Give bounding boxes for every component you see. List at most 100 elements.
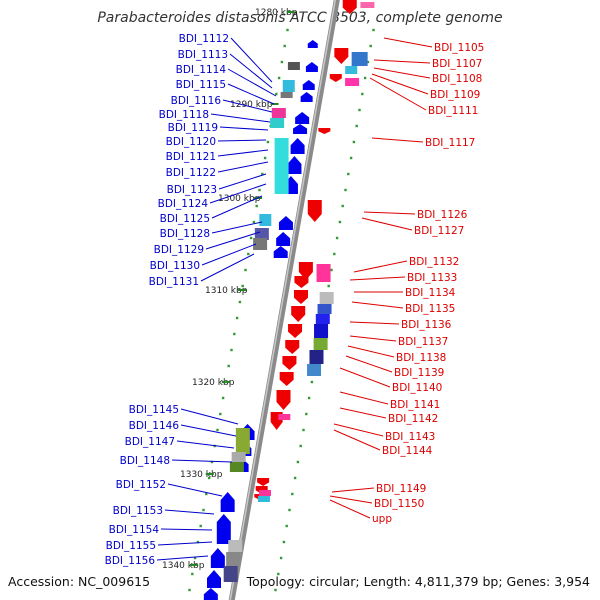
- gene-label-bdi-1149[interactable]: BDI_1149: [376, 483, 426, 495]
- gene-label-bdi-1123[interactable]: BDI_1123: [167, 184, 217, 196]
- gene-label-bdi-1150[interactable]: BDI_1150: [374, 498, 424, 510]
- track-dot-right: [358, 108, 361, 112]
- leader-line: [347, 345, 395, 358]
- forward-gene-arrow: [216, 514, 231, 544]
- gene-label-bdi-1145[interactable]: BDI_1145: [129, 404, 179, 416]
- track-dot-right: [307, 396, 311, 400]
- gene-label-bdi-1126[interactable]: BDI_1126: [417, 209, 468, 221]
- gene-label-bdi-1118[interactable]: BDI_1118: [159, 109, 209, 121]
- gene-label-bdi-1119[interactable]: BDI_1119: [168, 122, 218, 134]
- track-dot-right: [372, 28, 375, 32]
- gene-block: [228, 540, 243, 552]
- accession-text: Accession: NC_009615: [8, 574, 151, 589]
- leader-line: [329, 499, 371, 519]
- scale-label: 1310 kbp: [205, 286, 248, 296]
- reverse-gene-arrow: [342, 0, 357, 14]
- gene-label-bdi-1111[interactable]: BDI_1111: [428, 105, 478, 117]
- gene-block: [257, 496, 270, 502]
- leader-line: [339, 407, 387, 419]
- track-dot-left: [241, 284, 244, 288]
- track-dot-right: [330, 268, 333, 272]
- reverse-gene-arrow: [294, 276, 309, 288]
- track-dot-right: [366, 60, 370, 64]
- gene-label-bdi-1144[interactable]: BDI_1144: [382, 445, 433, 457]
- forward-gene-arrow: [290, 138, 305, 154]
- gene-label-bdi-1137[interactable]: BDI_1137: [398, 336, 448, 348]
- gene-label-bdi-1131[interactable]: BDI_1131: [149, 276, 199, 288]
- gene-label-bdi-1133[interactable]: BDI_1133: [407, 272, 457, 284]
- gene-block: [287, 62, 300, 70]
- forward-gene-arrow: [293, 124, 308, 134]
- gene-label-bdi-1132[interactable]: BDI_1132: [409, 256, 459, 268]
- leader-line: [217, 149, 269, 157]
- track-dot-right: [274, 588, 277, 592]
- reverse-gene-arrow: [291, 306, 306, 322]
- gene-label-bdi-1121[interactable]: BDI_1121: [166, 151, 216, 163]
- forward-gene-arrow: [220, 492, 235, 512]
- gene-label-bdi-1139[interactable]: BDI_1139: [394, 367, 444, 379]
- gene-label-bdi-1128[interactable]: BDI_1128: [160, 228, 210, 240]
- forward-gene-arrow: [203, 588, 218, 600]
- gene-block: [307, 364, 322, 376]
- gene-label-bdi-1108[interactable]: BDI_1108: [432, 73, 482, 85]
- gene-label-bdi-1155[interactable]: BDI_1155: [106, 540, 156, 552]
- leader-line: [217, 139, 267, 142]
- reverse-gene-arrow: [288, 324, 303, 338]
- gene-label-bdi-1109[interactable]: BDI_1109: [430, 89, 480, 101]
- gene-block: [345, 66, 358, 74]
- track-dot-left: [247, 252, 250, 256]
- gene-label-bdi-1141[interactable]: BDI_1141: [390, 399, 440, 411]
- gene-label-bdi-1120[interactable]: BDI_1120: [166, 136, 216, 148]
- gene-label-bdi-1154[interactable]: BDI_1154: [109, 524, 160, 536]
- gene-label-bdi-1134[interactable]: BDI_1134: [405, 287, 456, 299]
- gene-label-bdi-1146[interactable]: BDI_1146: [129, 420, 180, 432]
- gene-label-bdi-1138[interactable]: BDI_1138: [396, 352, 446, 364]
- gene-label-upp[interactable]: upp: [372, 513, 392, 525]
- leader-line: [331, 487, 375, 493]
- gene-block: [253, 238, 268, 250]
- gene-label-bdi-1142[interactable]: BDI_1142: [388, 413, 438, 425]
- gene-label-bdi-1143[interactable]: BDI_1143: [385, 431, 435, 443]
- track-dot-right: [279, 556, 283, 560]
- gene-label-bdi-1125[interactable]: BDI_1125: [160, 213, 210, 225]
- track-dot-right: [352, 140, 356, 144]
- reverse-gene-arrow: [279, 372, 294, 386]
- gene-label-bdi-1147[interactable]: BDI_1147: [125, 436, 175, 448]
- gene-label-bdi-1122[interactable]: BDI_1122: [166, 167, 216, 179]
- gene-label-bdi-1129[interactable]: BDI_1129: [154, 244, 204, 256]
- gene-label-bdi-1116[interactable]: BDI_1116: [171, 95, 222, 107]
- gene-label-bdi-1114[interactable]: BDI_1114: [176, 64, 227, 76]
- gene-label-bdi-1153[interactable]: BDI_1153: [113, 505, 163, 517]
- gene-label-bdi-1117[interactable]: BDI_1117: [425, 137, 475, 149]
- genome-backbone: [228, 0, 340, 600]
- leader-line: [171, 459, 233, 463]
- leader-line: [361, 217, 413, 231]
- gene-block: [315, 314, 330, 324]
- gene-label-bdi-1113[interactable]: BDI_1113: [178, 49, 228, 61]
- track-dot-right: [296, 460, 300, 464]
- gene-label-bdi-1148[interactable]: BDI_1148: [120, 455, 170, 467]
- gene-label-bdi-1127[interactable]: BDI_1127: [414, 225, 464, 237]
- gene-label-bdi-1140[interactable]: BDI_1140: [392, 382, 442, 394]
- gene-label-bdi-1107[interactable]: BDI_1107: [432, 58, 482, 70]
- gene-label-bdi-1112[interactable]: BDI_1112: [179, 33, 229, 45]
- reverse-gene-arrow: [318, 128, 331, 134]
- gene-label-bdi-1130[interactable]: BDI_1130: [150, 260, 200, 272]
- gene-label-bdi-1136[interactable]: BDI_1136: [401, 319, 452, 331]
- track-dot-left: [199, 524, 202, 528]
- gene-label-bdi-1156[interactable]: BDI_1156: [105, 555, 156, 567]
- leader-line: [211, 195, 263, 219]
- gene-label-bdi-1152[interactable]: BDI_1152: [116, 479, 166, 491]
- track-dot-left: [233, 332, 236, 336]
- track-dot-right: [344, 188, 347, 192]
- forward-gene-arrow: [278, 216, 293, 230]
- leader-line: [371, 73, 429, 95]
- gene-label-bdi-1124[interactable]: BDI_1124: [158, 198, 209, 210]
- gene-label-bdi-1105[interactable]: BDI_1105: [434, 42, 484, 54]
- gene-block: [231, 452, 246, 462]
- track-dot-left: [238, 300, 242, 304]
- leader-line: [339, 367, 391, 388]
- gene-label-bdi-1135[interactable]: BDI_1135: [405, 303, 455, 315]
- gene-label-bdi-1115[interactable]: BDI_1115: [176, 79, 226, 91]
- leader-line: [333, 429, 381, 451]
